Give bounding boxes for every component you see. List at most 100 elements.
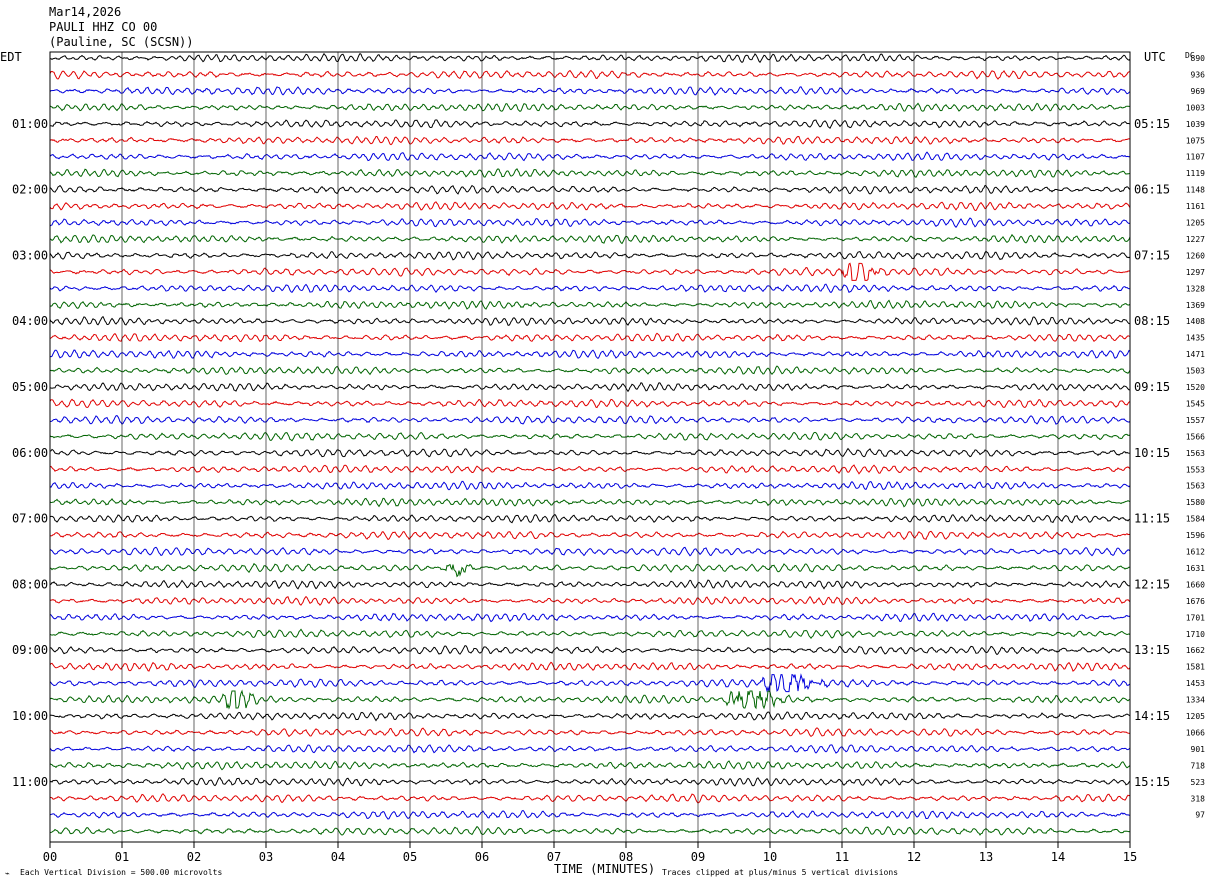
- dc-offset-value: 890: [1191, 54, 1206, 63]
- hour-label-local: 10:00: [12, 709, 48, 723]
- trace-line: [49, 579, 1131, 590]
- x-axis-title: TIME (MINUTES): [554, 862, 655, 876]
- hour-label-local: 03:00: [12, 248, 48, 262]
- dc-offset-value: 1710: [1186, 630, 1205, 639]
- trace-line: [49, 315, 1131, 327]
- dc-offset-value: 1205: [1186, 712, 1205, 721]
- trace-line: [49, 645, 1131, 656]
- trace-line: [49, 299, 1131, 310]
- dc-offset-value: 718: [1191, 761, 1206, 770]
- dc-offset-value: 97: [1195, 811, 1205, 820]
- dc-offset-value: 1580: [1186, 498, 1205, 507]
- dc-offset-value: 1369: [1186, 301, 1205, 310]
- trace-line: [49, 349, 1131, 360]
- dc-offset-value: 1328: [1186, 284, 1205, 293]
- dc-offset-value: 1563: [1186, 449, 1205, 458]
- dc-offset-value: 969: [1191, 87, 1206, 96]
- dc-offset-value: 1260: [1186, 251, 1205, 260]
- dc-offset-value: 1161: [1186, 202, 1205, 211]
- dc-offset-value: 1520: [1186, 383, 1205, 392]
- dc-offset-value: 1566: [1186, 432, 1205, 441]
- trace-line: [49, 825, 1131, 836]
- hour-label-utc: 11:15: [1134, 512, 1170, 526]
- trace-line: [49, 332, 1131, 343]
- trace-line: [49, 711, 1131, 722]
- hour-label-utc: 10:15: [1134, 446, 1170, 460]
- dc-offset-value: 1003: [1186, 103, 1205, 112]
- station-label: PAULI HHZ CO 00: [49, 20, 157, 34]
- time-grid: [49, 51, 1131, 843]
- hour-label-utc: 08:15: [1134, 314, 1170, 328]
- hour-label-local: 11:00: [12, 775, 48, 789]
- x-tick-label: 07: [547, 850, 561, 864]
- utc-time-labels: 05:15 06:15 07:15 08:15 09:15 10:15 11:15 12:15…: [1134, 117, 1170, 789]
- x-tick-label: 04: [331, 850, 345, 864]
- dc-offset-value: 1205: [1186, 219, 1205, 228]
- x-tick-label: 12: [907, 850, 921, 864]
- dc-offset-value: 1563: [1186, 482, 1205, 491]
- dc-offset-value: 1066: [1186, 728, 1205, 737]
- trace-line: [49, 447, 1131, 458]
- left-timezone-label: EDT: [0, 50, 22, 64]
- trace-line: [49, 689, 1131, 710]
- trace-line: [49, 250, 1131, 261]
- dc-offset-value: 318: [1191, 794, 1206, 803]
- dc-offset-value: 1453: [1186, 679, 1205, 688]
- dc-offset-value: 1660: [1186, 580, 1205, 589]
- trace-line: [49, 415, 1131, 425]
- dc-offset-value: 1408: [1186, 317, 1205, 326]
- x-tick-label: 15: [1123, 850, 1137, 864]
- x-tick-label: 11: [835, 850, 849, 864]
- trace-line: [49, 52, 1131, 64]
- trace-line: [49, 283, 1131, 294]
- dc-offset-value: 1631: [1186, 564, 1205, 573]
- dc-header-label: DC: [1185, 51, 1195, 60]
- dc-offset-value: 1612: [1186, 548, 1205, 557]
- dc-offset-value: 1557: [1186, 416, 1205, 425]
- trace-line: [49, 628, 1131, 640]
- trace-line: [49, 464, 1131, 475]
- dc-offset-value: 1039: [1186, 120, 1205, 129]
- x-tick-label: 09: [691, 850, 705, 864]
- x-tick-label: 10: [763, 850, 777, 864]
- trace-line: [49, 497, 1131, 508]
- trace-line: [49, 793, 1131, 804]
- trace-line: [49, 661, 1131, 672]
- trace-line: [49, 480, 1131, 491]
- hour-label-utc: 14:15: [1134, 709, 1170, 723]
- trace-line: [49, 184, 1131, 195]
- trace-line: [49, 431, 1131, 442]
- hour-label-local: 06:00: [12, 446, 48, 460]
- dc-offset-value: 1334: [1186, 696, 1205, 705]
- dc-offset-value: 1148: [1186, 186, 1205, 195]
- x-tick-label: 14: [1051, 850, 1065, 864]
- trace-line: [49, 233, 1131, 245]
- clip-note: Traces clipped at plus/minus 5 vertical …: [662, 868, 898, 877]
- dc-offset-value: 1581: [1186, 663, 1205, 672]
- location-label: (Pauline, SC (SCSN)): [49, 35, 194, 49]
- hour-label-local: 01:00: [12, 117, 48, 131]
- dc-offset-value: 936: [1191, 70, 1206, 79]
- trace-line: [49, 595, 1131, 606]
- trace-line: [49, 562, 1131, 578]
- trace-line: [49, 365, 1131, 376]
- dc-offset-value: 1119: [1186, 169, 1205, 178]
- dc-offset-value: 1227: [1186, 235, 1205, 244]
- hour-label-local: 08:00: [12, 577, 48, 591]
- hour-label-utc: 06:15: [1134, 183, 1170, 197]
- trace-line: [49, 777, 1131, 787]
- hour-label-utc: 09:15: [1134, 380, 1170, 394]
- hour-label-utc: 15:15: [1134, 775, 1170, 789]
- trace-line: [49, 151, 1131, 162]
- seismic-traces: [49, 52, 1131, 836]
- trace-line: [49, 612, 1131, 623]
- trace-line: [49, 217, 1131, 228]
- trace-line: [49, 86, 1131, 96]
- dc-offset-value: 1297: [1186, 268, 1205, 277]
- dc-offset-value: 1107: [1186, 153, 1205, 162]
- trace-line: [49, 168, 1131, 179]
- dc-offset-value: 523: [1191, 778, 1206, 787]
- trace-line: [49, 201, 1131, 211]
- dc-offset-value: 901: [1191, 745, 1206, 754]
